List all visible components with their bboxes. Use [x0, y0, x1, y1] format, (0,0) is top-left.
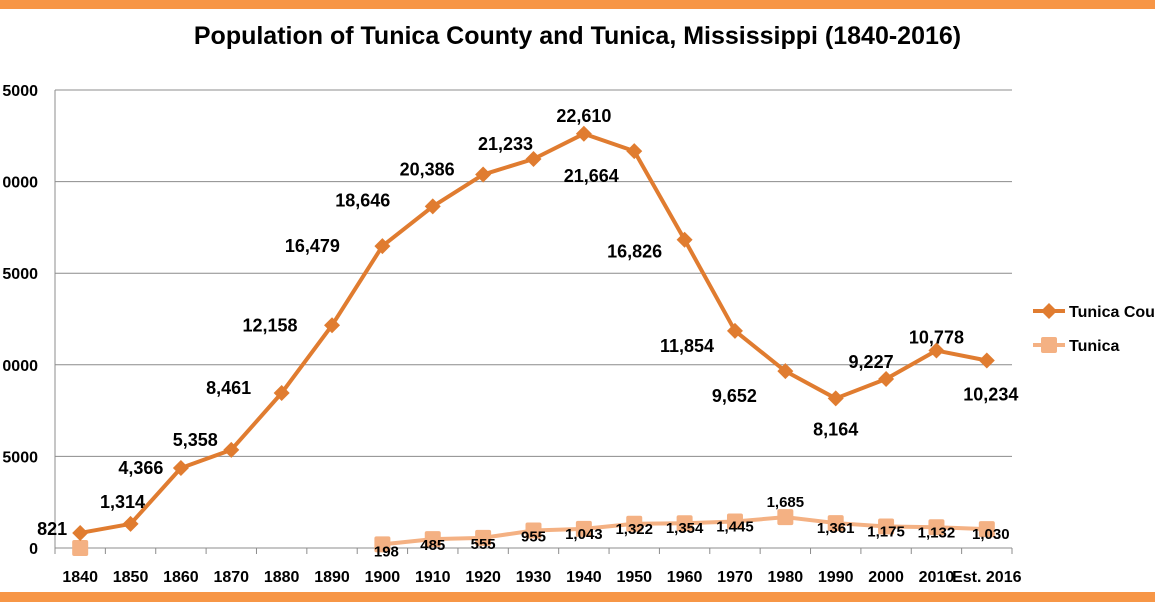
y-tick-label: 5000: [2, 449, 38, 466]
tunica-data-label: 1,030: [972, 526, 1010, 543]
bottom-accent-bar: [0, 592, 1155, 602]
tunica-county-point-marker: [273, 384, 290, 401]
legend-label-tunica-county: Tunica Cou: [1069, 304, 1155, 321]
tunica-county-data-label: 21,664: [564, 166, 619, 186]
series-line-tunica-county: [79, 131, 988, 535]
tunica-county-point-marker: [122, 515, 139, 532]
tunica-county-point-marker: [878, 370, 895, 387]
tunica-point-marker: [978, 521, 995, 538]
tunica-data-label: 485: [420, 537, 445, 554]
x-tick-label: 1950: [616, 569, 652, 586]
tunica-county-point-marker: [676, 231, 693, 248]
tunica-county-data-label: 12,158: [242, 315, 297, 335]
x-tick-label: 1990: [818, 569, 854, 586]
tunica-county-point-marker: [525, 151, 542, 168]
tunica-county-data-label: 20,386: [400, 160, 455, 180]
x-tick-label: 1910: [415, 569, 451, 586]
x-tick-label: 2000: [868, 569, 904, 586]
tunica-data-label: 1,354: [666, 520, 704, 537]
tunica-county-point-marker: [475, 166, 492, 183]
y-tick-label: 0: [29, 541, 38, 558]
tunica-point-marker: [374, 536, 391, 553]
tunica-county-data-label: 8,461: [206, 378, 251, 398]
tunica-county-point-marker: [626, 143, 643, 160]
x-tick-label: 1930: [516, 569, 552, 586]
tunica-data-label: 1,685: [767, 494, 805, 511]
x-tick-label: 1980: [768, 569, 804, 586]
tunica-county-point-marker: [726, 322, 743, 339]
legend-label-tunica: Tunica: [1069, 338, 1119, 355]
x-tick-label: 1940: [566, 569, 602, 586]
tunica-point-marker: [676, 515, 693, 532]
tunica-county-data-label: 21,233: [478, 134, 533, 154]
tunica-point-marker: [726, 513, 743, 530]
tunica-point-marker: [626, 515, 643, 532]
y-tick-label: 5000: [2, 83, 38, 100]
x-tick-label: 1890: [314, 569, 350, 586]
tunica-county-point-marker: [424, 198, 441, 215]
tunica-data-label: 955: [521, 529, 546, 546]
tunica-county-data-label: 5,358: [173, 430, 218, 450]
x-tick-label: 1970: [717, 569, 753, 586]
x-tick-label: 1870: [213, 569, 249, 586]
tunica-county-point-marker: [72, 524, 89, 541]
tunica-county-data-label: 11,854: [660, 336, 714, 356]
tunica-county-data-label: 16,826: [607, 242, 662, 262]
tunica-county-data-label: 1,314: [100, 492, 145, 512]
tunica-county-point-marker: [978, 352, 995, 369]
legend-marker-tunica-county: [1041, 303, 1057, 319]
tunica-county-data-label: 4,366: [118, 458, 163, 478]
tunica-point-marker: [72, 540, 89, 556]
tunica-county-point-marker: [374, 238, 391, 255]
tunica-county-data-label: 9,227: [849, 352, 894, 372]
tunica-county-data-label: 8,164: [813, 419, 858, 439]
tunica-county-data-label: 22,610: [556, 106, 611, 126]
x-tick-label: 1860: [163, 569, 199, 586]
tunica-point-marker: [525, 522, 542, 539]
chart-title: Population of Tunica County and Tunica, …: [193, 22, 962, 50]
tunica-county-data-label: 18,646: [335, 190, 390, 210]
x-tick-label: Est. 2016: [952, 569, 1021, 586]
tunica-point-marker: [928, 519, 945, 536]
tunica-county-point-marker: [172, 460, 189, 477]
tunica-point-marker: [424, 531, 441, 548]
y-tick-label: 0000: [2, 175, 38, 192]
tunica-county-data-label: 10,234: [963, 385, 1018, 405]
tunica-data-label: 198: [374, 543, 399, 560]
x-tick-label: 1880: [264, 569, 300, 586]
top-accent-bar: [0, 0, 1155, 9]
tunica-county-data-label: 9,652: [712, 386, 757, 406]
tunica-point-marker: [878, 518, 895, 535]
tunica-county-point-marker: [575, 125, 592, 142]
tunica-county-point-marker: [928, 342, 945, 359]
x-tick-label: 1960: [667, 569, 703, 586]
y-tick-label: 0000: [2, 358, 38, 375]
x-tick-label: 1920: [465, 569, 501, 586]
legend-marker-tunica: [1041, 337, 1057, 353]
tunica-county-point-marker: [777, 363, 794, 380]
tunica-data-label: 555: [471, 536, 496, 553]
y-tick-label: 5000: [2, 266, 38, 283]
tunica-data-label: 1,043: [565, 526, 603, 543]
x-tick-label: 1850: [113, 569, 149, 586]
tunica-data-label: 1,175: [867, 523, 905, 540]
tunica-point-marker: [777, 509, 794, 526]
tunica-county-data-label: 821: [37, 519, 67, 539]
tunica-point-marker: [575, 520, 592, 537]
tunica-point-marker: [475, 529, 492, 546]
tunica-point-marker: [827, 515, 844, 532]
tunica-data-label: 1,132: [918, 524, 956, 541]
tunica-data-label: 1,322: [615, 521, 653, 538]
tunica-county-point-marker: [324, 317, 341, 334]
tunica-county-point-marker: [827, 390, 844, 407]
x-tick-label: 1900: [365, 569, 401, 586]
tunica-county-data-label: 10,778: [909, 328, 964, 348]
x-tick-label: 2010: [919, 569, 955, 586]
tunica-data-label: 1,361: [817, 520, 855, 537]
tunica-county-data-label: 16,479: [285, 236, 340, 256]
x-tick-label: 1840: [62, 569, 98, 586]
tunica-data-label: 1,445: [716, 519, 754, 536]
tunica-county-point-marker: [223, 441, 240, 458]
